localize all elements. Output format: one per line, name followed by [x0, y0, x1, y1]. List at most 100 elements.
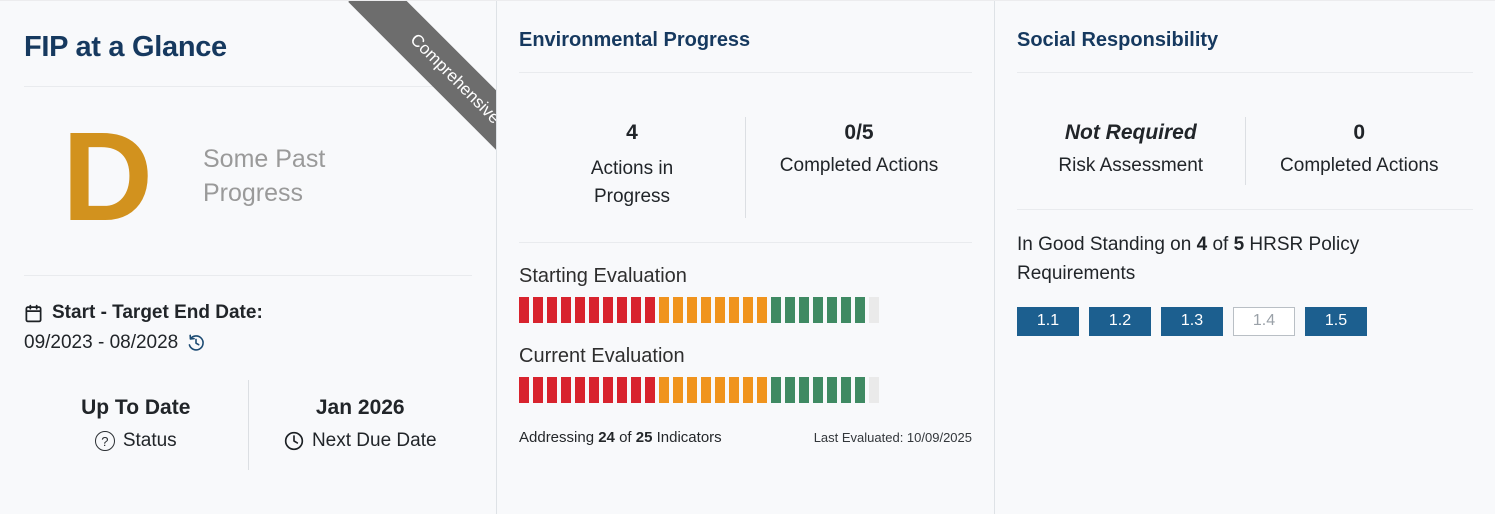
- addressing-prefix: Addressing: [519, 429, 599, 447]
- addressing-total: 25: [635, 429, 653, 447]
- clock-icon: [284, 431, 304, 451]
- calendar-icon: [24, 304, 43, 323]
- indicator-segment-red: [589, 297, 599, 324]
- starting-evaluation-bar: [519, 297, 972, 324]
- vertical-divider: [1244, 117, 1246, 185]
- next-due-label: Next Due Date: [311, 430, 437, 451]
- standing-suffix: HRSR Policy Requirements: [1017, 234, 1360, 285]
- hrsr-badge-1.4[interactable]: 1.4: [1233, 306, 1295, 336]
- indicator-segment-orange: [659, 297, 669, 324]
- standing-count: 4: [1196, 234, 1208, 255]
- current-evaluation-label: Current Evaluation: [519, 345, 685, 368]
- indicator-segment-red: [645, 297, 655, 324]
- risk-assessment-block: Not Required Risk Assessment: [1017, 117, 1245, 185]
- completed-actions-label: Completed Actions: [779, 155, 939, 176]
- indicator-segment-orange: [701, 297, 711, 324]
- status-label-row: ? Status: [24, 430, 248, 452]
- status-value: Up To Date: [81, 396, 191, 419]
- social-completed-actions-block: 0 Completed Actions: [1246, 117, 1474, 185]
- hrsr-badges: 1.1 1.2 1.3 1.4 1.5: [1017, 306, 1473, 336]
- addressing-count: 24: [598, 429, 615, 447]
- completed-actions-value: 0/5: [844, 121, 874, 144]
- indicator-segment-orange: [687, 377, 697, 404]
- completed-actions-block: 0/5 Completed Actions: [746, 117, 972, 218]
- indicator-segment-red: [575, 297, 585, 324]
- indicator-segment-orange: [757, 377, 767, 404]
- risk-assessment-label: Risk Assessment: [1058, 155, 1204, 176]
- actions-in-progress-value: 4: [626, 121, 638, 144]
- indicator-segment-red: [561, 297, 571, 324]
- indicator-segment-red: [547, 297, 557, 324]
- hrsr-badge-1.5[interactable]: 1.5: [1305, 306, 1367, 336]
- indicator-segment-red: [617, 297, 627, 324]
- indicator-segment-orange: [729, 297, 739, 324]
- date-label-row: Start - Target End Date:: [24, 302, 472, 324]
- date-label: Start - Target End Date:: [52, 302, 263, 323]
- hrsr-standing-text: In Good Standing on 4 of 5 HRSR Policy R…: [1017, 230, 1447, 289]
- indicator-segment-red: [575, 377, 585, 404]
- indicator-segment-green: [771, 377, 781, 404]
- indicator-segment-orange: [743, 297, 753, 324]
- divider: [519, 72, 972, 73]
- status-label: Status: [122, 430, 177, 451]
- divider: [24, 275, 472, 276]
- standing-total: 5: [1233, 234, 1245, 255]
- environmental-progress-title: Environmental Progress: [519, 29, 751, 51]
- indicator-segment-orange: [729, 377, 739, 404]
- hrsr-badge-1.2[interactable]: 1.2: [1089, 306, 1151, 336]
- indicator-segment-orange: [757, 297, 767, 324]
- indicator-segment-red: [519, 377, 529, 404]
- indicator-segment-green: [771, 297, 781, 324]
- date-range: 09/2023 - 08/2028: [24, 332, 179, 353]
- social-responsibility-panel: Social Responsibility Not Required Risk …: [995, 1, 1495, 514]
- question-circle-icon[interactable]: ?: [94, 431, 115, 451]
- status-block: Up To Date ? Status: [24, 380, 248, 470]
- divider: [519, 242, 972, 244]
- hrsr-badge-1.1[interactable]: 1.1: [1017, 306, 1079, 336]
- standing-prefix: In Good Standing on: [1017, 234, 1197, 255]
- indicator-segment-red: [533, 377, 543, 404]
- last-evaluated-text: Last Evaluated: 10/09/2025: [813, 430, 972, 446]
- vertical-divider: [745, 117, 746, 219]
- indicator-segment-green: [813, 377, 823, 404]
- evaluation-footer: Addressing 24 of 25 Indicators Last Eval…: [519, 429, 972, 446]
- indicator-segment-green: [841, 377, 851, 404]
- indicator-segment-orange: [715, 297, 725, 324]
- social-completed-actions-label: Completed Actions: [1280, 155, 1439, 176]
- fip-grade-description: Some Past Progress: [203, 145, 326, 207]
- divider: [1017, 209, 1473, 210]
- current-evaluation-bar: [519, 377, 972, 404]
- date-block: Start - Target End Date: 09/2023 - 08/20…: [24, 302, 472, 354]
- history-icon[interactable]: [187, 334, 205, 352]
- indicator-segment-orange: [743, 377, 753, 404]
- vertical-divider: [247, 380, 249, 470]
- social-stats-row: Not Required Risk Assessment 0 Completed…: [1017, 99, 1473, 209]
- indicator-segment-red: [645, 377, 655, 404]
- risk-assessment-value: Not Required: [1064, 121, 1197, 144]
- indicator-segment-green: [855, 377, 865, 404]
- environmental-stats-row: 4 Actions in Progress 0/5 Completed Acti…: [519, 99, 972, 242]
- indicator-segment-not_addressed: [869, 297, 879, 324]
- indicator-segment-red: [603, 377, 613, 404]
- hrsr-badge-1.3[interactable]: 1.3: [1161, 306, 1223, 336]
- addressing-mid: of: [614, 429, 636, 447]
- date-value-row: 09/2023 - 08/2028: [24, 332, 472, 354]
- indicator-segment-red: [603, 297, 613, 324]
- indicator-segment-red: [617, 377, 627, 404]
- actions-in-progress-label: Actions in Progress: [590, 158, 674, 207]
- indicator-segment-orange: [659, 377, 669, 404]
- indicator-segment-red: [631, 297, 641, 324]
- environmental-progress-panel: Environmental Progress 4 Actions in Prog…: [497, 1, 995, 514]
- indicator-segment-red: [589, 377, 599, 404]
- indicator-segment-green: [799, 377, 809, 404]
- addressing-text: Addressing 24 of 25 Indicators: [519, 429, 722, 446]
- next-due-value: Jan 2026: [315, 396, 405, 419]
- indicator-segment-green: [855, 297, 865, 324]
- indicator-segment-green: [785, 377, 795, 404]
- indicator-segment-not_addressed: [869, 377, 879, 404]
- indicator-segment-green: [827, 297, 837, 324]
- indicator-segment-orange: [715, 377, 725, 404]
- fip-grade: D: [62, 106, 153, 248]
- social-responsibility-title: Social Responsibility: [1017, 29, 1219, 51]
